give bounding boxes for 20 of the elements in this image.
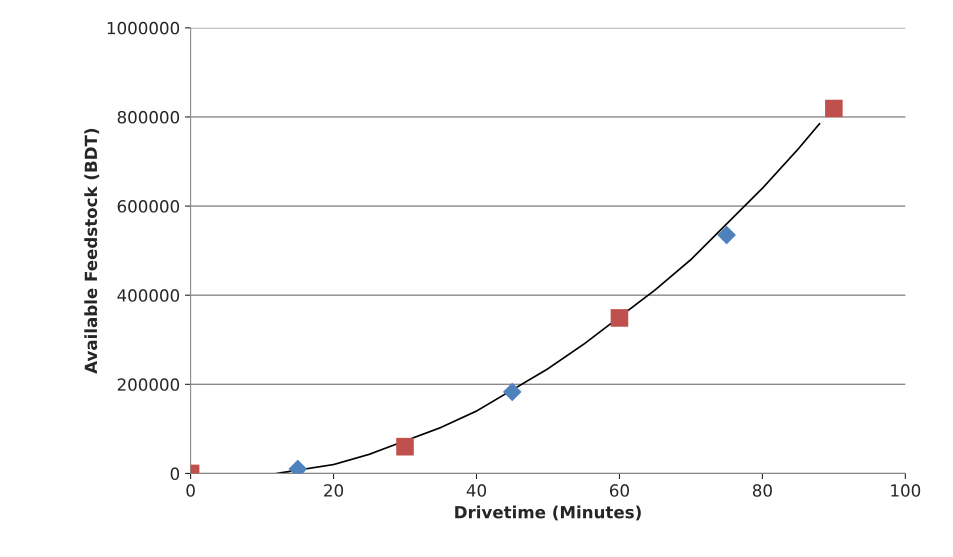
point <box>825 100 843 118</box>
x-tick-label: 100 <box>891 484 920 497</box>
y-tick-label: 400000 <box>117 289 180 302</box>
line-series <box>276 122 820 474</box>
y-axis-title: Available Feedstock (BDT) <box>84 128 100 374</box>
y-tick-label: 600000 <box>118 200 180 213</box>
y-tick-label: 0 <box>170 467 180 480</box>
x-tick-label: 0 <box>186 484 195 497</box>
point <box>502 382 522 402</box>
y-tick-label: 200000 <box>118 378 180 391</box>
point <box>610 309 628 327</box>
x-tick-label: 20 <box>324 484 344 497</box>
point <box>396 438 414 456</box>
y-tick-label: 1000000 <box>108 22 180 34</box>
x-tick-label: 80 <box>752 484 772 497</box>
y-tick-label: 800000 <box>118 110 180 124</box>
x-tick-label: 40 <box>466 484 486 497</box>
x-tick-label: 60 <box>610 484 629 497</box>
point <box>717 226 736 244</box>
x-axis-title: Drivetime (Minutes) <box>455 506 641 520</box>
